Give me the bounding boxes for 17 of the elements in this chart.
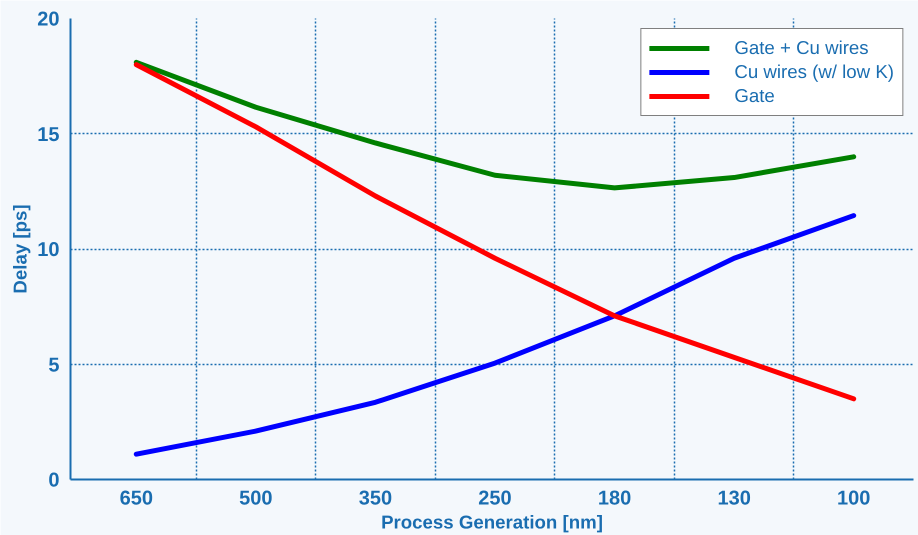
y-tick-label: 20 (37, 8, 60, 30)
x-axis-title: Process Generation [nm] (381, 512, 603, 532)
x-tick-label: 500 (239, 488, 273, 510)
legend-label: Gate (734, 85, 775, 107)
x-tick-label: 100 (837, 488, 870, 510)
y-tick-label: 5 (48, 354, 60, 376)
y-tick-label: 10 (37, 239, 60, 261)
x-tick-label: 350 (358, 488, 392, 510)
legend-label: Gate + Cu wires (734, 37, 869, 59)
x-tick-label: 130 (717, 488, 751, 510)
y-tick-label: 15 (37, 124, 60, 146)
x-tick-label: 250 (478, 488, 512, 510)
y-tick-label: 0 (48, 470, 60, 492)
x-tick-label: 180 (598, 488, 632, 510)
x-tick-label: 650 (120, 488, 153, 510)
y-axis-title: Delay [ps] (9, 204, 30, 294)
legend-label: Cu wires (w/ low K) (734, 61, 894, 83)
